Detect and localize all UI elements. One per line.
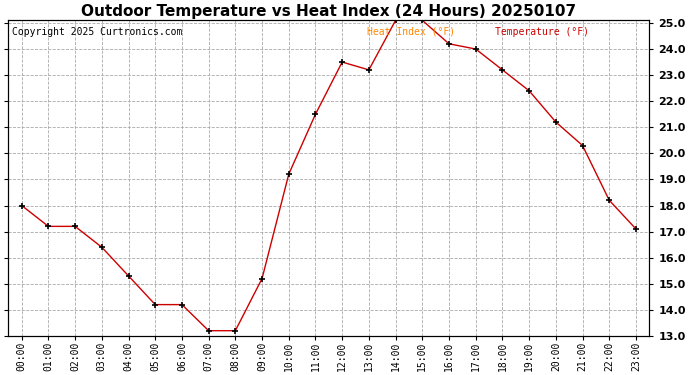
Text: Temperature (°F): Temperature (°F)	[495, 27, 589, 37]
Text: Heat Index (°F): Heat Index (°F)	[367, 27, 455, 37]
Title: Outdoor Temperature vs Heat Index (24 Hours) 20250107: Outdoor Temperature vs Heat Index (24 Ho…	[81, 4, 576, 19]
Text: Copyright 2025 Curtronics.com: Copyright 2025 Curtronics.com	[12, 27, 182, 37]
